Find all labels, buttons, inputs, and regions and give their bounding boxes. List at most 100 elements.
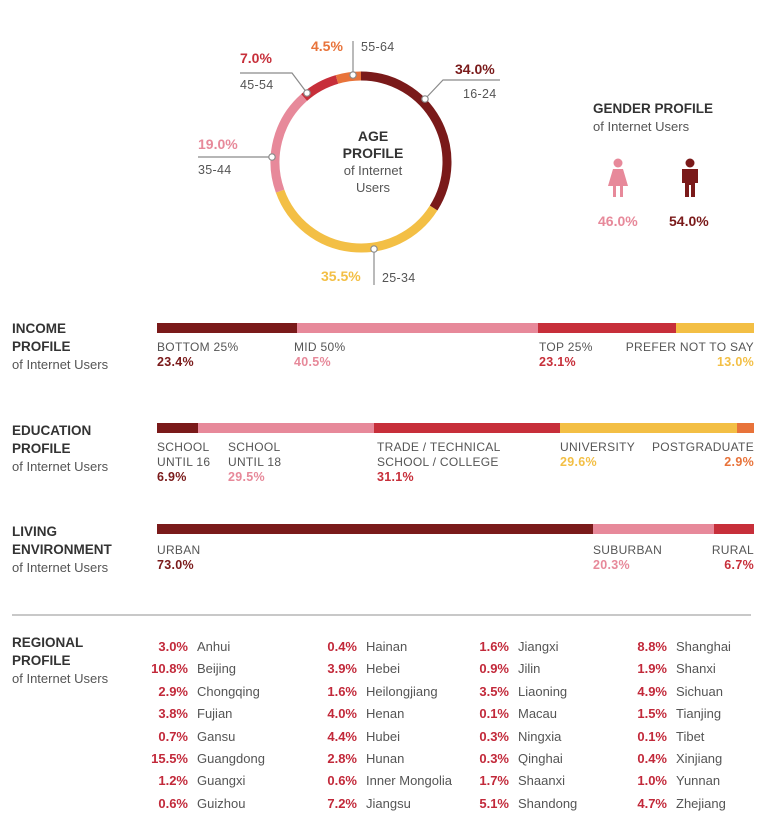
edu-until18-value: 29.5% bbox=[228, 470, 265, 484]
income-bar-segment-0 bbox=[157, 323, 297, 333]
age-sub-line2: Users bbox=[356, 180, 390, 195]
leader-line-16-24 bbox=[424, 79, 500, 100]
age-title-line1: AGE bbox=[357, 128, 389, 144]
edu-trade-l1: TRADE / TECHNICAL bbox=[377, 440, 501, 454]
region-value: 1.6% bbox=[479, 639, 509, 654]
income-label-prefer-text: PREFER NOT TO SAY bbox=[625, 340, 754, 354]
edu-until16-l1: SCHOOL bbox=[157, 440, 210, 454]
regional-subtitle: of Internet Users bbox=[12, 671, 109, 686]
income-profile-title: INCOME PROFILE of Internet Users bbox=[12, 320, 108, 374]
income-value-prefer: 13.0% bbox=[717, 355, 754, 369]
age-label-16-24: 16-24 bbox=[463, 87, 497, 101]
region-row: 7.2% Jiangsu bbox=[311, 793, 410, 815]
region-row: 1.7% Shaanxi bbox=[463, 770, 565, 792]
donut-slice-55-64 bbox=[335, 71, 362, 84]
region-value: 4.9% bbox=[637, 683, 667, 699]
income-value-top: 23.1% bbox=[539, 355, 576, 369]
edu-postgraduate-value: 2.9% bbox=[724, 455, 754, 469]
region-value: 15.5% bbox=[151, 751, 188, 766]
region-name: Shaanxi bbox=[518, 773, 565, 789]
region-name: Shanghai bbox=[676, 639, 731, 654]
education-bar-segment-4 bbox=[736, 423, 754, 433]
edu-until18-l1: SCHOOL bbox=[228, 440, 281, 454]
region-name: Inner Mongolia bbox=[366, 773, 452, 789]
income-subtitle: of Internet Users bbox=[12, 357, 109, 372]
donut-leaders bbox=[198, 41, 500, 285]
region-row: 5.1% Shandong bbox=[463, 793, 577, 815]
leader-dot-55-64 bbox=[349, 71, 357, 79]
region-row: 3.0% Anhui bbox=[142, 636, 230, 658]
age-label-45-54: 45-54 bbox=[240, 78, 274, 92]
region-row: 0.7% Gansu bbox=[142, 726, 235, 748]
income-title-line1: INCOME bbox=[12, 321, 66, 336]
region-value: 0.4% bbox=[637, 751, 667, 766]
region-name: Heilongjiang bbox=[366, 683, 438, 699]
living-bar-segment-1 bbox=[592, 524, 714, 534]
edu-until16-l2: UNTIL 16 bbox=[157, 455, 211, 469]
region-name: Guangxi bbox=[197, 773, 246, 789]
region-value: 3.9% bbox=[327, 661, 357, 677]
region-row: 1.6% Jiangxi bbox=[463, 636, 558, 658]
region-row: 1.2% Guangxi bbox=[142, 770, 245, 792]
region-row: 4.4% Hubei bbox=[311, 726, 400, 748]
education-label-postgraduate: POSTGRADUATE 2.9% bbox=[652, 440, 754, 470]
region-row: 0.9% Jilin bbox=[463, 658, 540, 680]
edu-postgraduate-l1: POSTGRADUATE bbox=[651, 440, 754, 454]
income-bar-segment-3 bbox=[676, 323, 754, 333]
age-value-45-54: 7.0% bbox=[240, 50, 272, 66]
region-value: 3.8% bbox=[158, 706, 188, 722]
region-name: Henan bbox=[366, 706, 405, 722]
living-label-rural: RURAL 6.7% bbox=[712, 543, 754, 573]
region-name: Macau bbox=[518, 706, 558, 722]
age-label-35-44: 35-44 bbox=[198, 163, 232, 177]
leader-dot-45-54 bbox=[303, 89, 311, 97]
gender-subtitle: of Internet Users bbox=[593, 119, 690, 134]
living-suburban-text: SUBURBAN bbox=[593, 543, 663, 557]
region-value: 8.8% bbox=[637, 639, 667, 654]
living-label-urban: URBAN 73.0% bbox=[157, 543, 201, 573]
education-profile-title: EDUCATION PROFILE of Internet Users bbox=[12, 422, 108, 476]
region-row: 0.3% Ningxia bbox=[463, 726, 561, 748]
income-title-line2: PROFILE bbox=[12, 339, 71, 354]
living-label-suburban: SUBURBAN 20.3% bbox=[593, 543, 662, 573]
income-label-bottom-text: BOTTOM 25% bbox=[157, 340, 239, 354]
region-name: Hubei bbox=[366, 728, 400, 744]
region-value: 2.9% bbox=[158, 683, 188, 699]
donut-slice-16-24 bbox=[360, 71, 452, 211]
edu-until16-value: 6.9% bbox=[157, 470, 187, 484]
age-value-16-24: 34.0% bbox=[455, 61, 495, 77]
living-urban-text: URBAN bbox=[157, 543, 201, 557]
region-name: Yunnan bbox=[676, 773, 721, 789]
region-name: Fujian bbox=[197, 706, 233, 722]
gender-male-value: 54.0% bbox=[669, 213, 709, 229]
edu-university-value: 29.6% bbox=[560, 455, 597, 469]
age-value-25-34: 35.5% bbox=[321, 268, 361, 284]
regional-title-line1: REGIONAL bbox=[12, 635, 84, 650]
living-bar-segment-2 bbox=[714, 524, 754, 534]
living-rural-text: RURAL bbox=[711, 543, 754, 557]
region-row: 0.3% Qinghai bbox=[463, 748, 563, 770]
region-row: 0.1% Macau bbox=[463, 703, 557, 725]
region-row: 1.9% Shanxi bbox=[621, 658, 715, 680]
region-name: Xinjiang bbox=[676, 751, 723, 766]
regional-profile-title: REGIONAL PROFILE of Internet Users bbox=[12, 634, 108, 688]
age-value-35-44: 19.0% bbox=[198, 136, 238, 152]
region-name: Gansu bbox=[197, 728, 236, 744]
region-value: 0.4% bbox=[327, 639, 357, 654]
education-title-line2: PROFILE bbox=[12, 441, 71, 456]
education-label-trade: TRADE / TECHNICAL SCHOOL / COLLEGE 31.1% bbox=[377, 440, 501, 485]
age-profile-donut bbox=[198, 41, 500, 285]
education-bar-segment-0 bbox=[157, 423, 199, 433]
education-bar-segment-3 bbox=[559, 423, 737, 433]
region-row: 2.9% Chongqing bbox=[142, 681, 260, 703]
age-sub-line1: of Internet bbox=[343, 163, 403, 178]
region-value: 1.6% bbox=[327, 683, 357, 699]
region-row: 4.9% Sichuan bbox=[621, 681, 723, 703]
region-value: 0.3% bbox=[479, 728, 509, 744]
region-name: Qinghai bbox=[518, 751, 563, 766]
gender-profile-title-block: GENDER PROFILE of Internet Users bbox=[593, 100, 713, 136]
region-value: 1.9% bbox=[637, 661, 667, 677]
region-value: 5.1% bbox=[479, 795, 509, 811]
gender-title: GENDER PROFILE bbox=[593, 101, 714, 116]
leader-line-45-54 bbox=[240, 72, 308, 94]
